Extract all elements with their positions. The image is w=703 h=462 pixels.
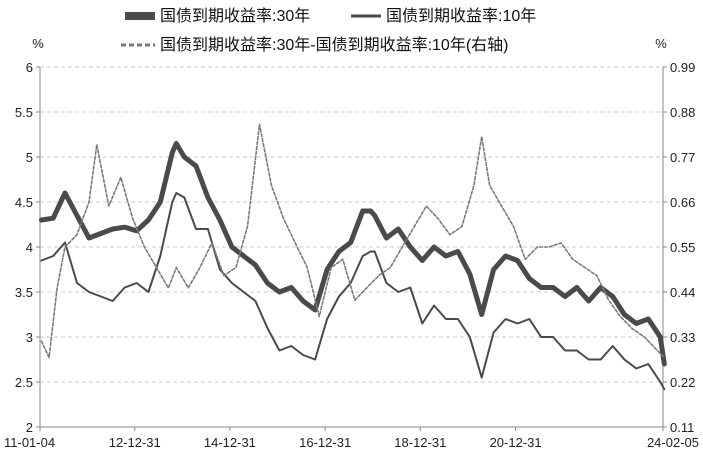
x-tick-label: 20-12-31: [490, 435, 542, 450]
axes: 2 2.5 3 3.5 4 4.5 5 5.5 6 0.11 0.22 0.33 0.44 0.55 0.6…: [4, 60, 699, 450]
y-left-tick-label: 5.5: [15, 105, 33, 120]
y-left-tick-label: 5: [26, 150, 33, 165]
y-right-tick-label: 0.44: [670, 285, 695, 300]
y-right-tick-label: 0.55: [670, 240, 695, 255]
axis-units: %%: [32, 36, 667, 51]
y-right-tick-label: 0.88: [670, 105, 695, 120]
x-tick-label: 12-12-31: [109, 435, 161, 450]
y-left-tick-label: 3: [26, 330, 33, 345]
legend-label: 国债到期收益率:30年: [160, 7, 310, 25]
y-left-tick-label: 4.5: [15, 195, 33, 210]
x-tick-label: 16-12-31: [299, 435, 351, 450]
y-right-tick-label: 0.33: [670, 330, 695, 345]
y-right-tick-label: 0.77: [670, 150, 695, 165]
series: [38, 123, 667, 391]
y-right-unit: %: [655, 36, 667, 51]
y-left-tick-label: 6: [26, 60, 33, 75]
legend-label: 国债到期收益率:10年: [386, 7, 536, 25]
y-right-tick-label: 0.22: [670, 375, 695, 390]
series-30y-line: [38, 141, 667, 367]
y-left-tick-label: 2: [26, 420, 33, 435]
y-left-tick-label: 2.5: [15, 375, 33, 390]
legend: 国债到期收益率:30年 国债到期收益率:10年国债到期收益率:30年-国债到期收益…: [121, 7, 536, 54]
legend-label: 国债到期收益率:30年-国债到期收益率:10年(右轴): [160, 36, 508, 54]
x-tick-label: 24-02-05: [647, 435, 699, 450]
y-left-tick-label: 3.5: [15, 285, 33, 300]
x-tick-label: 18-12-31: [394, 435, 446, 450]
y-left-tick-label: 4: [26, 240, 33, 255]
grid: [40, 66, 663, 383]
x-tick-label: 11-01-04: [4, 435, 55, 450]
series-spread-line: [40, 123, 666, 359]
y-left-unit: %: [32, 36, 44, 51]
x-tick-label: 14-12-31: [204, 435, 256, 450]
y-right-tick-label: 0.66: [670, 195, 695, 210]
y-right-tick-label: 0.99: [670, 60, 695, 75]
y-right-tick-label: 0.11: [670, 420, 694, 435]
series-10y-line: [40, 192, 666, 391]
